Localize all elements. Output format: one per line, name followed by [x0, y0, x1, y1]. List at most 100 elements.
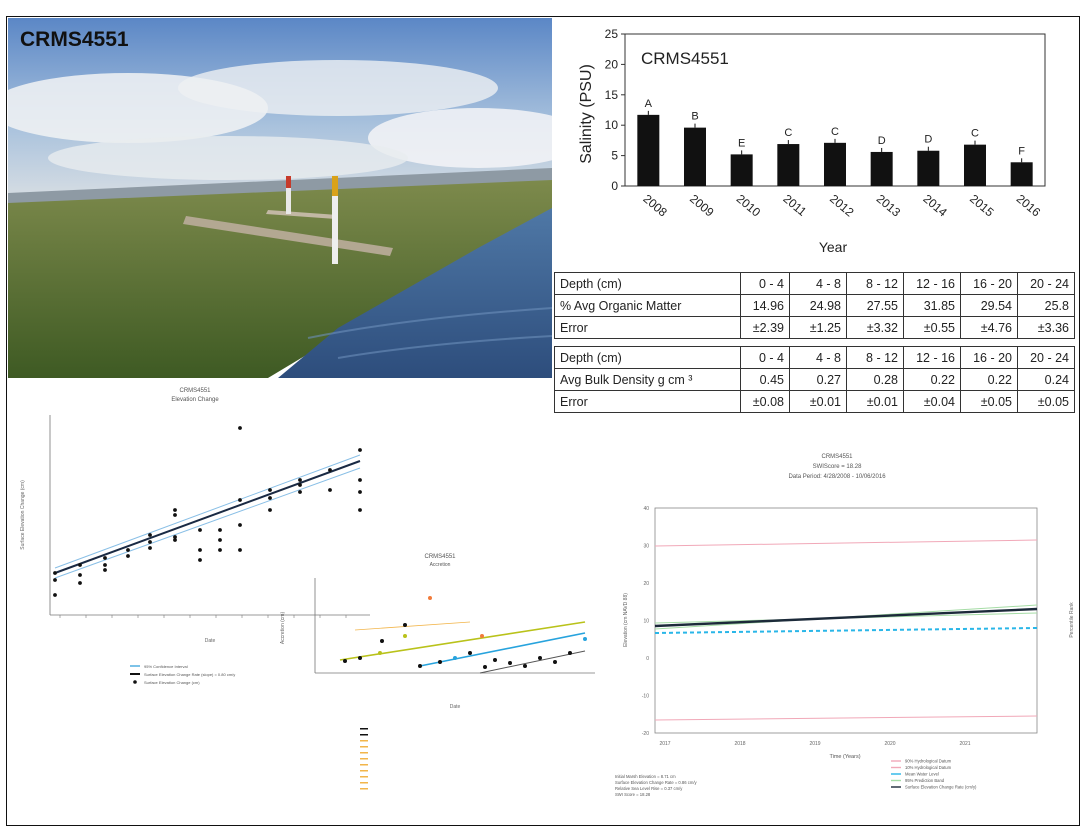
salinity-x-tick-label: 2011: [780, 192, 809, 220]
table-cell: ±0.01: [789, 390, 847, 413]
elev-point: [173, 508, 177, 512]
acc-point: [583, 637, 587, 641]
salinity-letter: E: [738, 137, 745, 149]
proj-y-tick-label: 30: [643, 544, 649, 550]
table-cell: 31.85: [903, 294, 961, 317]
salinity-letter: C: [831, 126, 839, 138]
proj-10-datum: [654, 715, 1038, 721]
elev-x-label: Date: [205, 638, 216, 644]
acc-trend-4: [354, 621, 471, 631]
acc-point: [480, 634, 484, 638]
table-cell: 0.22: [903, 368, 961, 391]
acc-point: [523, 664, 527, 668]
salinity-y-tick-label: 20: [605, 57, 619, 71]
salinity-letter: A: [645, 98, 653, 110]
proj-plot-area: [654, 507, 1038, 734]
table-cell: ±3.32: [846, 316, 904, 339]
table-cell: ±0.55: [903, 316, 961, 339]
salinity-x-tick-label: 2012: [827, 192, 857, 220]
row-label: Depth (cm): [554, 272, 741, 295]
acc-legend-swatch: [360, 788, 368, 790]
elev-point: [53, 593, 57, 597]
table-cell: 16 - 20: [960, 346, 1018, 369]
elev-legend-3: Surface Elevation Change (cm): [144, 680, 200, 685]
proj-y-label-right: Percentile Rank: [1069, 602, 1075, 638]
acc-point: [438, 660, 442, 664]
photo-title: CRMS4551: [20, 28, 129, 51]
proj-y-tick-label: -20: [642, 731, 649, 737]
row-label: % Avg Organic Matter: [554, 294, 741, 317]
table-cell: ±0.05: [960, 390, 1018, 413]
proj-x-tick-label: 2017: [659, 741, 670, 747]
elev-title: CRMS4551: [179, 388, 211, 394]
elev-point: [358, 448, 362, 452]
elev-point: [238, 548, 242, 552]
elev-point: [218, 538, 222, 542]
row-label: Error: [554, 316, 741, 339]
elev-point: [103, 563, 107, 567]
table-cell: 0.24: [1017, 368, 1075, 391]
elev-point: [238, 498, 242, 502]
proj-x-label: Time (Years): [829, 754, 860, 760]
proj-note: SWI Score = 18.28: [615, 792, 651, 797]
salinity-y-tick-label: 25: [605, 27, 619, 41]
row-label: Depth (cm): [554, 346, 741, 369]
acc-legend-swatch: [360, 782, 368, 784]
salinity-letter: B: [691, 111, 698, 123]
elev-point: [268, 488, 272, 492]
table-cell: 12 - 16: [903, 346, 961, 369]
elev-point: [198, 548, 202, 552]
elev-point: [298, 490, 302, 494]
proj-y-label: Elevation (cm NAVD 88): [623, 593, 629, 647]
salinity-x-tick-label: 2014: [920, 192, 950, 220]
table-row: Error ±2.39 ±1.25 ±3.32 ±0.55 ±4.76 ±3.36: [554, 316, 1075, 339]
salinity-bar: [1010, 162, 1033, 186]
acc-legend-swatch: [360, 770, 368, 772]
acc-y-label: Accretion (cm): [280, 612, 286, 645]
table-cell: ±3.36: [1017, 316, 1075, 339]
salinity-y-tick-label: 15: [605, 88, 619, 102]
proj-y-tick-label: 0: [646, 656, 649, 662]
table-row: Error ±0.08 ±0.01 ±0.01 ±0.04 ±0.05 ±0.05: [554, 390, 1075, 413]
elev-point: [238, 426, 242, 430]
acc-legend-swatch: [360, 734, 368, 736]
elev-y-label: Surface Elevation Change (cm): [20, 480, 26, 550]
elev-ci-upper: [54, 454, 361, 569]
acc-subtitle: Accretion: [430, 562, 451, 568]
table-cell: 20 - 24: [1017, 272, 1075, 295]
elev-point: [198, 528, 202, 532]
table-cell: ±0.05: [1017, 390, 1075, 413]
acc-point: [358, 656, 362, 660]
elev-point: [103, 556, 107, 560]
acc-trend-3: [479, 650, 586, 674]
elev-point: [218, 548, 222, 552]
table-cell: 12 - 16: [903, 272, 961, 295]
elevation-change-chart: CRMS4551 Elevation Change Surface Elevat…: [20, 388, 370, 685]
table-cell: 24.98: [789, 294, 847, 317]
table-cell: ±0.01: [846, 390, 904, 413]
elev-point: [148, 533, 152, 537]
elev-point: [148, 546, 152, 550]
table-cell: 0.22: [960, 368, 1018, 391]
salinity-bar: [964, 144, 986, 186]
page-frame: [6, 16, 1080, 826]
table-cell: ±4.76: [960, 316, 1018, 339]
acc-legend-swatch: [360, 740, 368, 742]
table-cell: 20 - 24: [1017, 346, 1075, 369]
table-cell: 0 - 4: [740, 272, 790, 295]
table-cell: 27.55: [846, 294, 904, 317]
elev-point: [78, 581, 82, 585]
marsh-photo: [8, 18, 552, 378]
table-cell: 4 - 8: [789, 346, 847, 369]
elev-point: [126, 548, 130, 552]
proj-mean-water-level: [654, 627, 1038, 634]
acc-point: [483, 665, 487, 669]
salinity-x-tick-label: 2015: [967, 192, 997, 220]
row-label: Error: [554, 390, 741, 413]
acc-point: [343, 659, 347, 663]
acc-trend-2: [419, 632, 586, 667]
table-cell: 8 - 12: [846, 346, 904, 369]
